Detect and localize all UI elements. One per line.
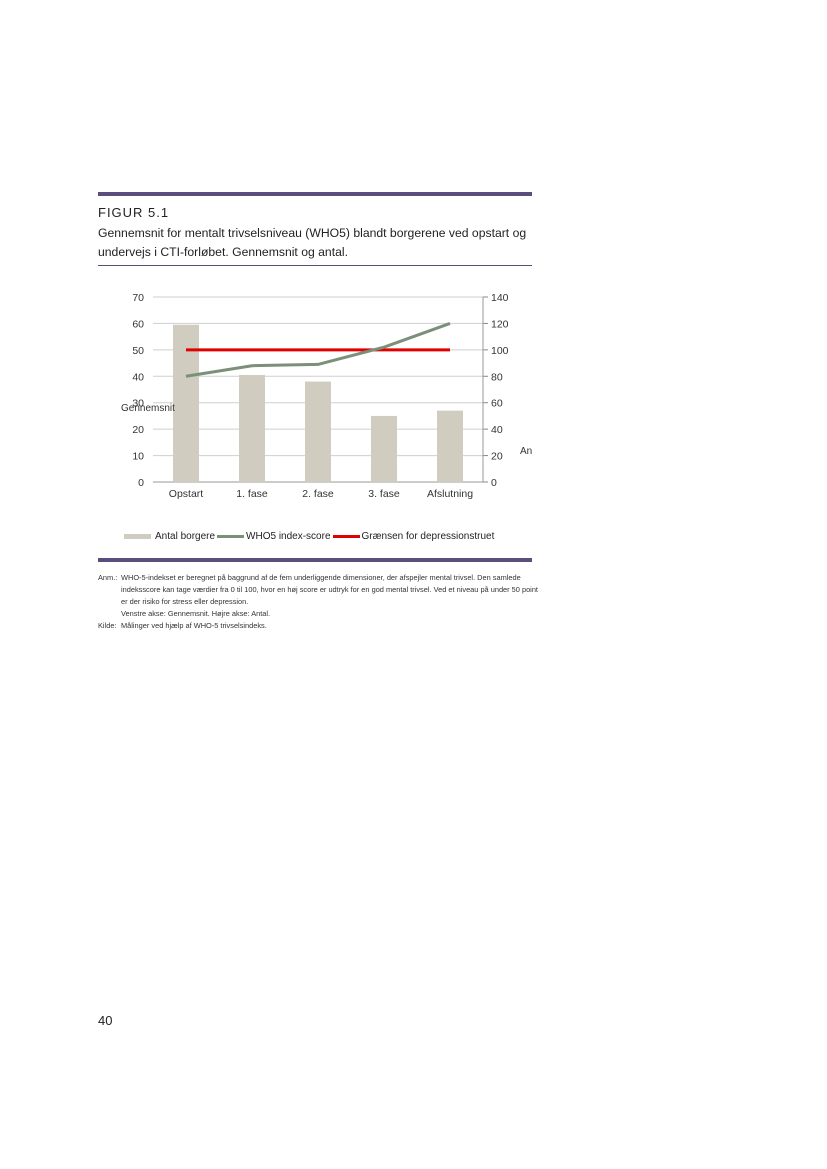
x-tick-label: 3. fase: [368, 488, 400, 500]
note-row: Venstre akse: Gennemsnit. Højre akse: An…: [98, 608, 538, 620]
y-tick-label: 40: [132, 371, 144, 383]
combo-chart: 0 10 20 30 40 50 60 70 0 20 40 60 80 100 120 140 Opstart…: [121, 292, 532, 500]
source-row: Kilde: Målinger ved hjælp af WHO-5 trivs…: [98, 620, 538, 632]
legend-label-threshold: Grænsen for depressionstruet: [361, 531, 495, 542]
y-tick-label: 50: [132, 345, 144, 357]
note-row: Anm.: WHO-5-indekset er beregnet på bagg…: [98, 572, 538, 608]
y2-tick-label: 0: [491, 477, 497, 489]
bar: [437, 410, 463, 482]
y-tick-label: 10: [132, 451, 144, 463]
figure-notes: Anm.: WHO-5-indekset er beregnet på bagg…: [98, 572, 538, 632]
bar: [305, 381, 331, 482]
bar: [173, 324, 199, 482]
y2-tick-label: 20: [491, 451, 503, 463]
note-key: Anm.:: [98, 573, 118, 582]
y2-axis-label: An: [520, 446, 532, 457]
y2-tick-label: 80: [491, 371, 503, 383]
figure-title-rule: [98, 265, 532, 266]
legend-swatch-who5: [217, 535, 245, 538]
legend-label-who5: WHO5 index-score: [246, 531, 331, 542]
who5-line: [185, 322, 451, 378]
y-tick-label: 70: [132, 292, 144, 304]
note-text: Venstre akse: Gennemsnit. Højre akse: An…: [121, 609, 271, 618]
y-axis-label: Gennemsnit: [121, 403, 175, 414]
y2-tick-label: 140: [491, 292, 509, 304]
y2-tick-label: 40: [491, 424, 503, 436]
bar: [239, 374, 265, 482]
figure-label: FIGUR 5.1: [98, 205, 170, 220]
y-tick-label: 0: [138, 477, 144, 489]
figure-top-rule: [98, 192, 532, 196]
x-tick-label: 2. fase: [302, 488, 334, 500]
legend-label-bars: Antal borgere: [155, 531, 216, 542]
y-tick-label: 60: [132, 318, 144, 330]
note-key: [98, 608, 121, 620]
page-number: 40: [98, 1013, 113, 1028]
legend-item-who5: WHO5 index-score: [217, 531, 331, 542]
chart-legend: Antal borgere WHO5 index-score Grænsen f…: [124, 531, 496, 542]
x-tick-label: Afslutning: [427, 488, 473, 500]
legend-item-threshold: Grænsen for depressionstruet: [332, 531, 495, 542]
figure-title: Gennemsnit for mentalt trivselsniveau (W…: [98, 226, 527, 259]
legend-swatch-threshold: [332, 535, 360, 538]
y2-tick-label: 120: [491, 318, 509, 330]
legend-item-bars: Antal borgere: [124, 531, 215, 542]
x-tick-label: 1. fase: [236, 488, 268, 500]
figure-bottom-rule: [98, 558, 532, 562]
source-key: Kilde:: [98, 621, 117, 630]
note-text: WHO-5-indekset er beregnet på baggrund a…: [121, 573, 538, 606]
x-tick-label: Opstart: [169, 488, 204, 500]
legend-swatch-bars: [124, 534, 151, 539]
y-tick-label: 30: [132, 398, 144, 410]
source-text: Målinger ved hjælp af WHO-5 trivselsinde…: [121, 621, 267, 630]
bar: [371, 415, 397, 482]
y2-tick-label: 60: [491, 398, 503, 410]
y2-tick-label: 100: [491, 345, 509, 357]
y-tick-label: 20: [132, 424, 144, 436]
